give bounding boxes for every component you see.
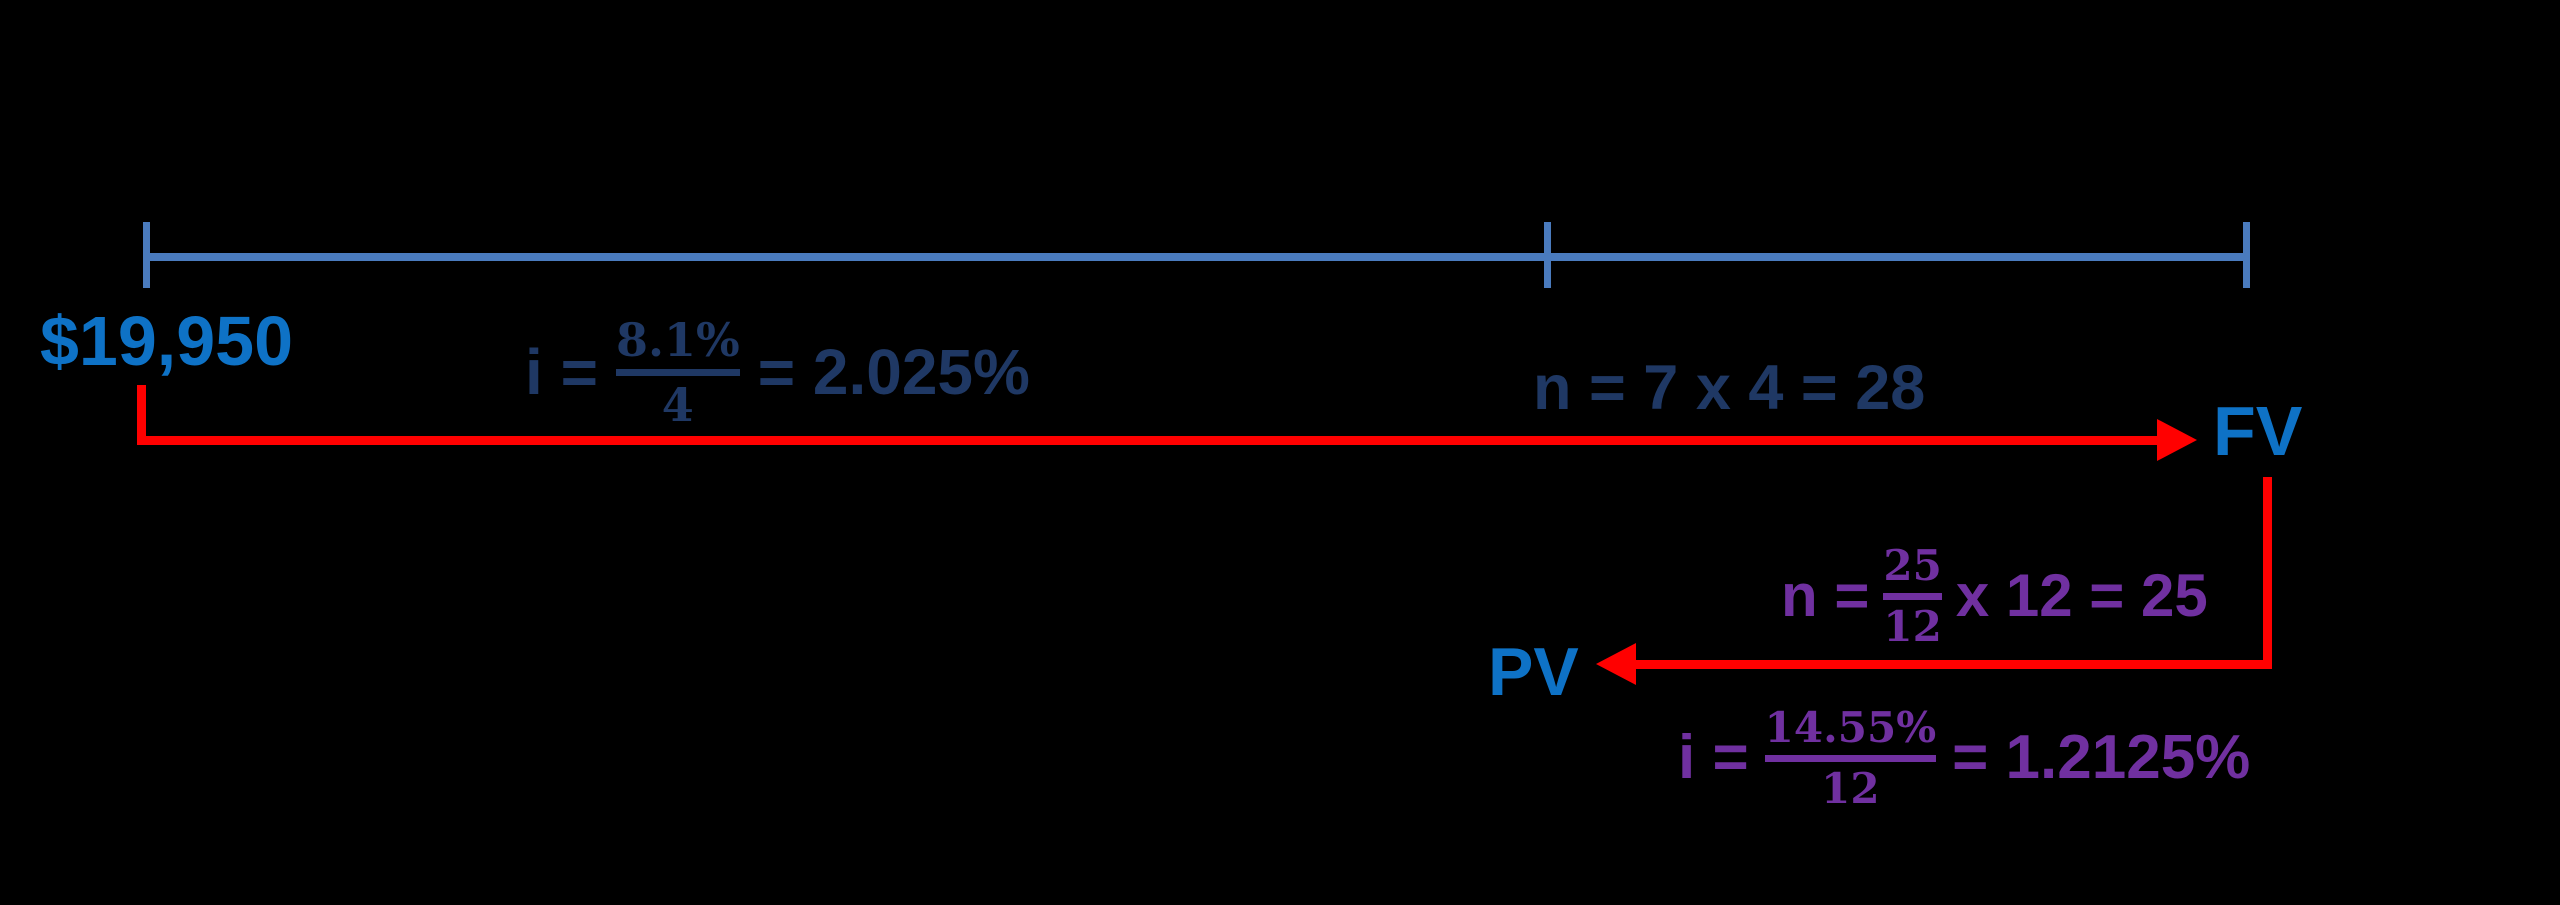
pv-arrow-vertical-segment: [2263, 477, 2272, 667]
quarterly-rate-numerator: 8.1%: [615, 312, 740, 367]
present-value-label: PV: [1488, 634, 1579, 710]
timeline-tick-start: [143, 222, 150, 288]
fv-arrow-vertical-segment: [137, 385, 146, 445]
monthly-rate-rhs: = 1.2125%: [1952, 723, 2251, 792]
monthly-periods-numerator: 25: [1883, 540, 1942, 590]
fraction-bar: [1764, 754, 1937, 762]
quarterly-rate-fraction: 8.1% 4: [615, 312, 740, 432]
fraction-bar: [615, 368, 740, 376]
monthly-rate-numerator: 14.55%: [1764, 702, 1937, 752]
fv-periods-formula: n = 7 x 4 = 28: [1533, 353, 1926, 423]
future-value-label: FV: [2213, 392, 2303, 470]
monthly-periods-denominator: 12: [1883, 601, 1942, 651]
quarterly-rate-lhs: i =: [525, 336, 598, 408]
monthly-rate-fraction: 14.55% 12: [1764, 702, 1937, 813]
quarterly-rate-denominator: 4: [661, 377, 694, 432]
principal-amount-label: $19,950: [40, 302, 294, 380]
pv-arrowhead-icon: [1596, 643, 1636, 685]
monthly-periods-fraction: 25 12: [1883, 540, 1942, 651]
timeline-tick-end: [2243, 222, 2250, 288]
quarterly-rate-rhs: = 2.025%: [757, 336, 1030, 408]
monthly-rate-formula: i = 14.55% 12 = 1.2125%: [1678, 704, 2250, 812]
timeline-line: [147, 253, 2247, 261]
monthly-periods-lhs: n =: [1781, 562, 1870, 629]
fraction-bar: [1883, 592, 1942, 600]
monthly-periods-rhs: x 12 = 25: [1955, 562, 2208, 629]
timeline-tick-middle: [1544, 222, 1551, 288]
pv-arrow-horizontal-segment: [1634, 660, 2272, 669]
monthly-rate-lhs: i =: [1678, 723, 1749, 792]
fv-arrow-horizontal-segment: [137, 436, 2159, 445]
quarterly-rate-formula: i = 8.1% 4 = 2.025%: [525, 312, 1030, 432]
monthly-periods-formula: n = 25 12 x 12 = 25: [1781, 543, 2208, 649]
fv-arrowhead-icon: [2157, 419, 2197, 461]
monthly-rate-denominator: 12: [1821, 763, 1880, 813]
